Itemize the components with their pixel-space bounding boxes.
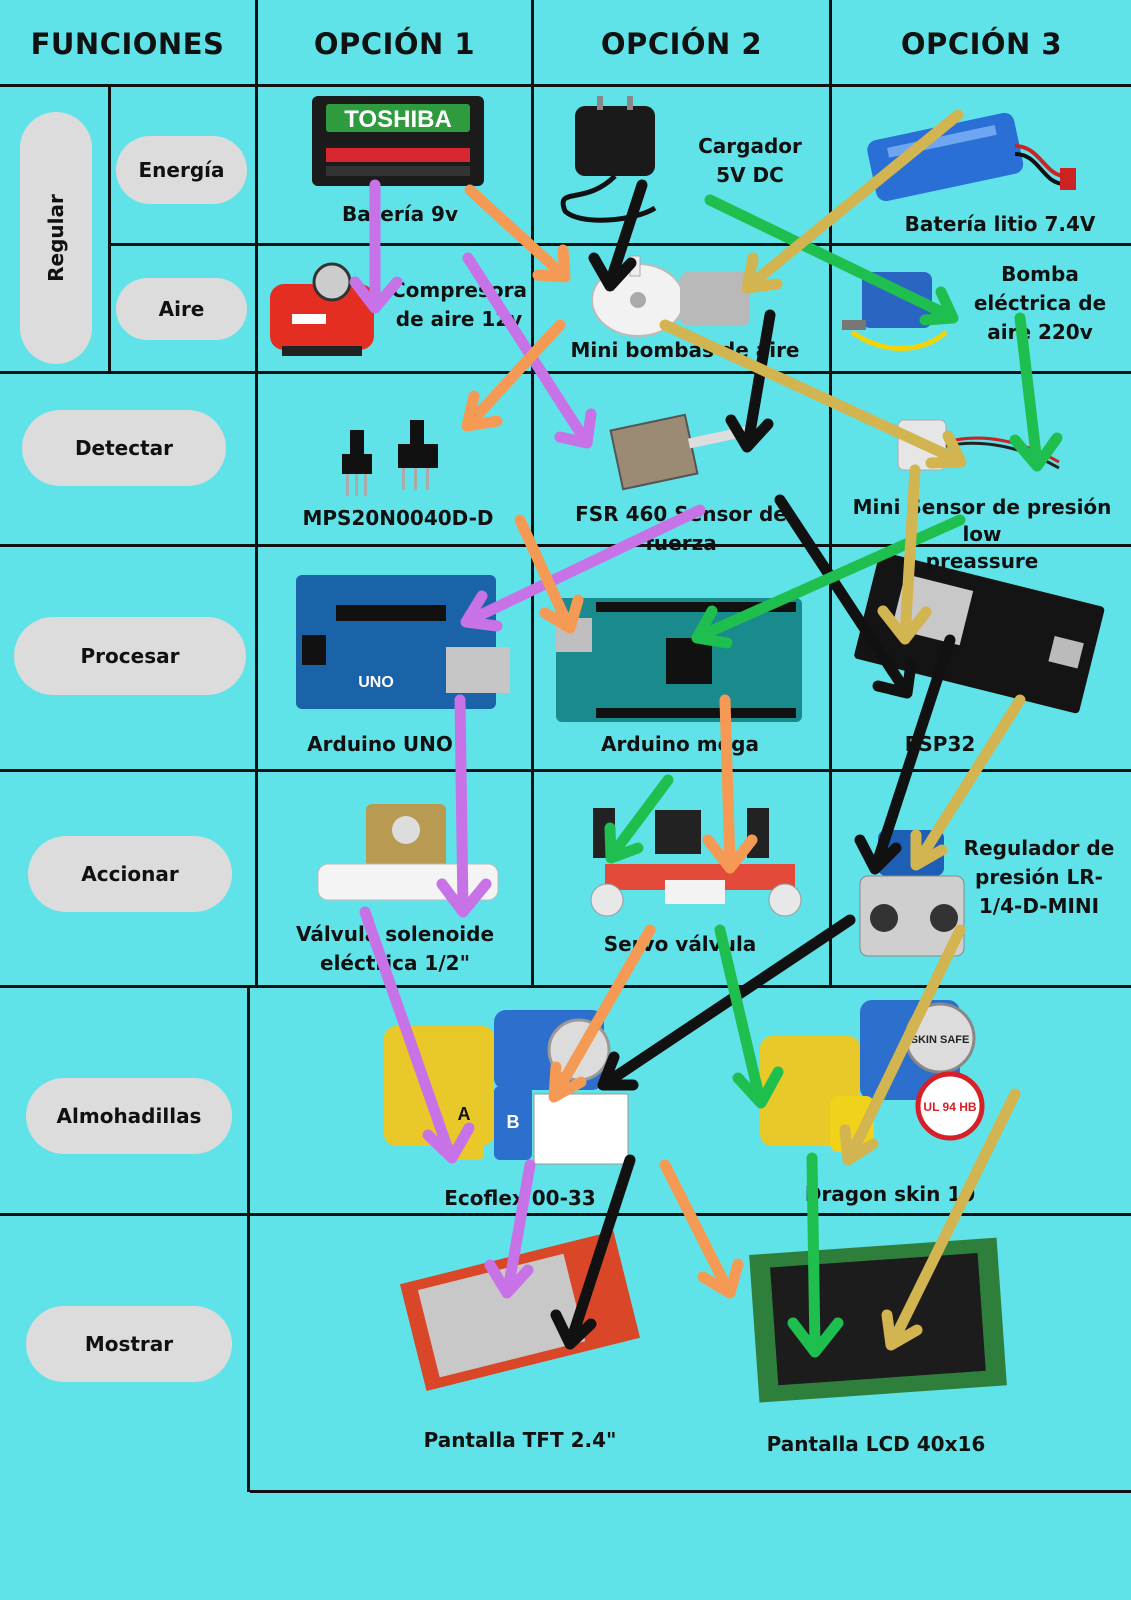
ul-badge-text: UL 94 HB — [923, 1100, 976, 1114]
servo-valve-image — [590, 808, 802, 917]
mini-pump-image — [591, 255, 750, 337]
compressor-image — [270, 262, 374, 356]
ecoflex-jar-b-text: B — [507, 1112, 520, 1132]
label-mini-sensor: Mini Sensor de presión low preassure — [852, 495, 1112, 573]
orange-arrow-pump-to-mps — [461, 319, 566, 432]
grid-v-opt2 — [829, 0, 832, 988]
label-valvula-solenoide: Válvula solenoide eléctrica 1/2" — [295, 922, 495, 975]
label-arduino-mega: Arduino mega — [601, 732, 759, 756]
pill-mostrar: Mostrar — [26, 1306, 232, 1382]
ecoflex-jar-a-text: A — [458, 1104, 471, 1124]
grid-h-pads — [0, 1213, 1131, 1216]
label-bateria-litio: Batería litio 7.4V — [904, 212, 1096, 236]
grid-v-opt1 — [531, 0, 534, 988]
charger-image — [560, 96, 657, 223]
label-mps: MPS20N0040D-D — [302, 506, 494, 530]
lithium-battery-image — [867, 112, 1076, 202]
tft-display-image — [399, 1231, 641, 1391]
skin-safe-text: SKIN SAFE — [911, 1034, 970, 1046]
header-opcion-3: OPCIÓN 3 — [900, 27, 1063, 61]
dragon-skin-image: SKIN SAFE UL 94 HB — [760, 1000, 985, 1152]
pill-almohadillas: Almohadillas — [26, 1078, 232, 1154]
label-bomba-electrica: Bomba eléctrica de aire 220v — [973, 262, 1107, 344]
esp32-image — [854, 552, 1105, 714]
grid-h-regular — [0, 371, 1131, 374]
pill-regular: Regular — [20, 112, 92, 364]
mps-sensor-image — [342, 420, 438, 496]
header-opcion-1: OPCIÓN 1 — [313, 27, 476, 61]
label-pantalla-tft: Pantalla TFT 2.4" — [423, 1428, 617, 1452]
pill-procesar: Procesar — [14, 617, 246, 695]
header-opcion-2: OPCIÓN 2 — [600, 27, 763, 61]
label-dragon-skin: Dragon skin 10 — [804, 1182, 976, 1206]
pill-aire: Aire — [116, 278, 247, 340]
pill-energia: Energía — [116, 136, 247, 204]
label-bateria-9v: Batería 9v — [342, 202, 458, 226]
pill-accionar: Accionar — [28, 836, 232, 912]
electric-pump-image — [842, 272, 948, 351]
fsr-sensor-image — [609, 413, 755, 491]
grid-h-actuate — [0, 985, 1131, 988]
label-ecoflex: Ecoflex 00-33 — [444, 1186, 596, 1210]
pill-detectar: Detectar — [22, 410, 226, 486]
grid-v-funciones — [255, 0, 258, 988]
pill-regular-label: Regular — [44, 194, 69, 282]
label-cargador: Cargador 5V DC — [698, 134, 802, 187]
battery-brand-text: TOSHIBA — [344, 106, 452, 133]
grid-h-energy-air — [108, 243, 1131, 246]
mini-pressure-sensor-image — [897, 419, 1060, 471]
grid-v-regular — [108, 84, 111, 373]
label-arduino-uno: Arduino UNO — [307, 732, 453, 756]
label-regulador: Regulador de presión LR- 1/4-D-MINI — [963, 836, 1115, 918]
battery-9v-image: TOSHIBA — [312, 96, 484, 186]
grid-v-funciones-lower — [247, 988, 250, 1492]
ecoflex-image: A B — [384, 1010, 629, 1165]
solenoid-valve-image — [317, 804, 499, 901]
grid-h-display — [250, 1490, 1131, 1493]
label-pantalla-lcd: Pantalla LCD 40x16 — [766, 1432, 986, 1456]
header-funciones: FUNCIONES — [30, 27, 225, 61]
arduino-uno-image: UNO — [296, 575, 510, 709]
label-mini-bombas: Mini bombas de aire — [570, 338, 800, 362]
grid-h-process — [0, 769, 1131, 772]
label-fsr: FSR 460 Sensor de fuerza — [575, 502, 787, 555]
label-esp32: ESP32 — [904, 732, 976, 756]
label-compresora: Compresora de aire 12v — [390, 278, 527, 331]
orange-arrow-ecoflex-to-lcd — [659, 1159, 744, 1299]
grid-h-top — [0, 84, 1131, 87]
arduino-uno-board-text: UNO — [358, 674, 394, 691]
label-servo-valvula: Servo válvula — [603, 932, 757, 956]
arduino-mega-image — [556, 598, 802, 722]
lcd-display-image — [749, 1237, 1007, 1403]
